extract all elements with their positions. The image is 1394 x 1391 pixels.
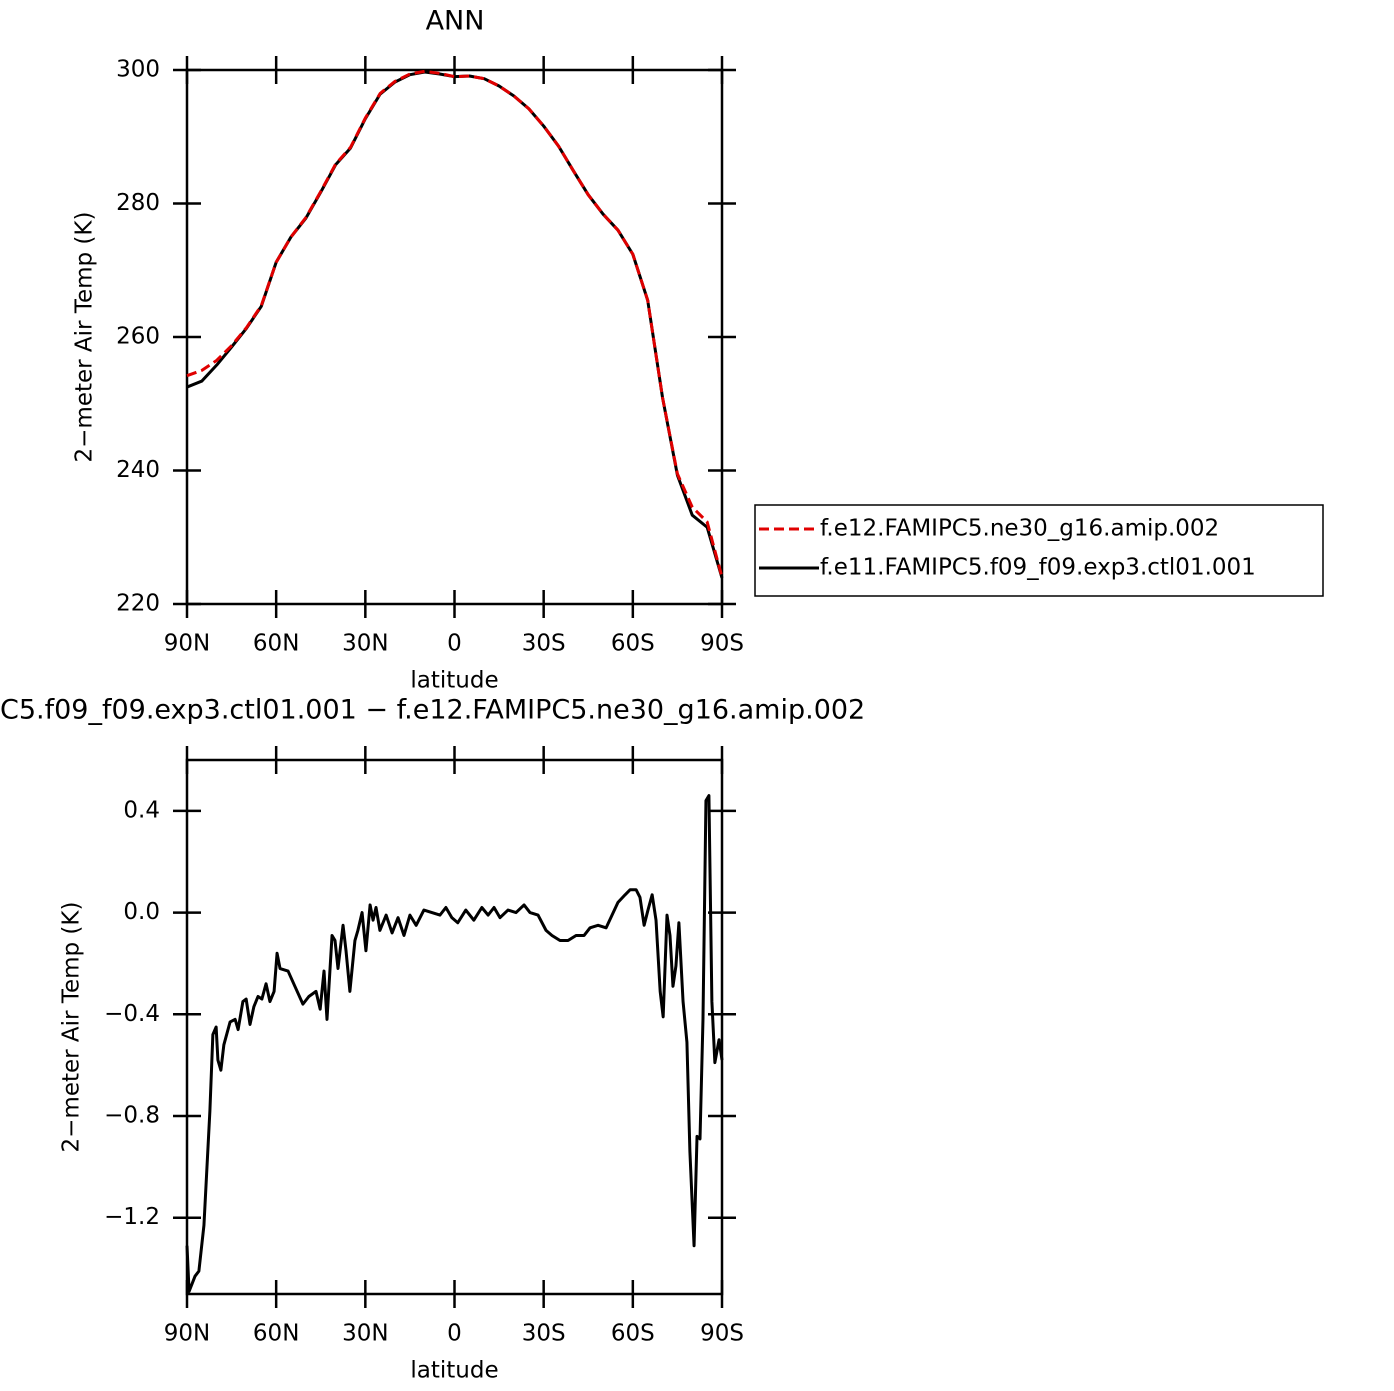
chart-title: ANN — [426, 6, 485, 37]
legend-label: f.e11.FAMIPC5.f09_f09.exp3.ctl01.001 — [820, 555, 1256, 581]
x-tick-label: 30S — [522, 1321, 566, 1347]
x-tick-label: 0 — [447, 631, 462, 657]
x-tick-label: 60N — [253, 1321, 299, 1347]
data-line — [186, 69, 724, 578]
x-axis-label: latitude — [410, 668, 498, 694]
legend-box — [754, 504, 1324, 597]
plot-frame — [185, 758, 724, 1296]
x-tick-label: 90N — [164, 1321, 210, 1347]
plot-frame — [185, 68, 724, 606]
chart-title: C5.f09_f09.exp3.ctl01.001 − f.e12.FAMIPC… — [0, 695, 865, 726]
y-tick-label: −0.4 — [104, 1001, 160, 1027]
x-tick-label: 60S — [611, 1321, 655, 1347]
y-tick-label: −1.2 — [104, 1204, 160, 1230]
x-tick-label: 90S — [700, 631, 744, 657]
legend-label: f.e12.FAMIPC5.ne30_g16.amip.002 — [820, 516, 1219, 542]
y-tick-label: 300 — [116, 57, 160, 83]
y-tick-label: 220 — [116, 591, 160, 617]
y-axis-label: 2−meter Air Temp (K) — [72, 212, 98, 463]
x-tick-label: 30N — [342, 1321, 388, 1347]
y-tick-label: 0.4 — [123, 797, 160, 823]
x-tick-label: 30S — [522, 631, 566, 657]
x-tick-label: 90S — [700, 1321, 744, 1347]
y-axis-label: 2−meter Air Temp (K) — [59, 902, 85, 1153]
x-tick-label: 0 — [447, 1321, 462, 1347]
x-axis-label: latitude — [410, 1358, 498, 1384]
x-tick-label: 60N — [253, 631, 299, 657]
x-tick-label: 30N — [342, 631, 388, 657]
y-tick-label: 0.0 — [123, 899, 160, 925]
y-tick-label: 280 — [116, 190, 160, 216]
y-tick-label: 260 — [116, 324, 160, 350]
data-line — [186, 70, 724, 579]
data-line — [185, 794, 724, 1293]
x-tick-label: 60S — [611, 631, 655, 657]
x-tick-label: 90N — [164, 631, 210, 657]
y-tick-label: 240 — [116, 457, 160, 483]
y-tick-label: −0.8 — [104, 1103, 160, 1129]
